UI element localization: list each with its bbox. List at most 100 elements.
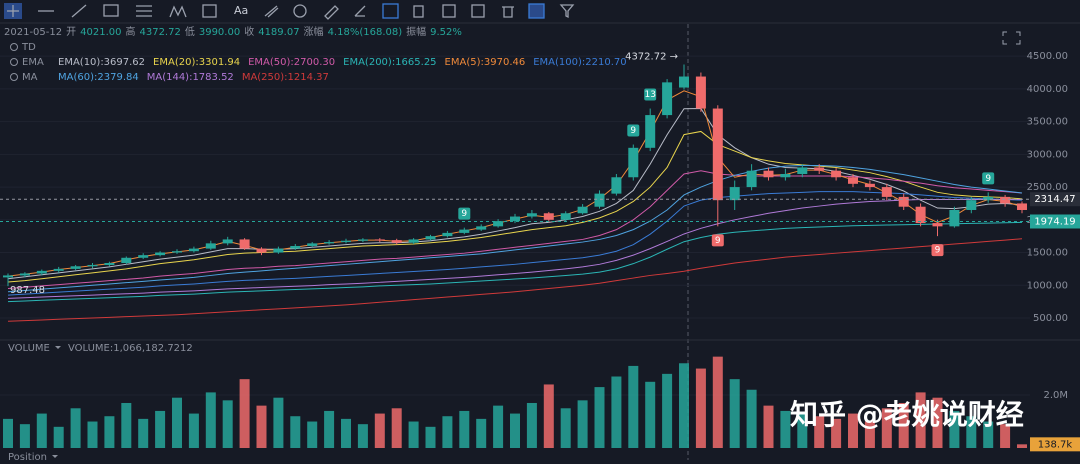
legend-entry: EMA(200):1665.25 [343, 57, 436, 68]
td-badge [458, 207, 471, 220]
y-tick-label: 4500.00 [1027, 51, 1068, 62]
ma-line [7, 130, 1023, 283]
candle-body [679, 76, 689, 88]
candle-body [273, 248, 284, 253]
volume-bar [932, 397, 943, 448]
text-tool[interactable]: Aa [234, 4, 248, 17]
candle-body [915, 206, 926, 224]
volume-bar [222, 400, 233, 448]
candle-body [662, 82, 673, 116]
volume-bar [341, 418, 351, 448]
candle-body [239, 239, 250, 249]
y-tick-label: 1500.00 [1027, 248, 1068, 259]
volume-bar [3, 418, 13, 448]
measure-tool[interactable] [202, 4, 217, 18]
delete-tool[interactable] [502, 6, 514, 18]
plot: 500.001000.001500.002000.002500.003000.0… [0, 51, 1080, 452]
wave-tool[interactable] [169, 5, 187, 18]
legend-entry: EMA(5):3970.46 [445, 57, 526, 68]
candle-body [425, 236, 436, 240]
candle-body [3, 275, 13, 278]
ohlc-value: 9.52% [430, 27, 462, 38]
candle-body [814, 167, 825, 171]
fib-tool[interactable] [136, 5, 152, 17]
candle-body [881, 187, 892, 197]
volume-bar [526, 402, 537, 448]
rect-tool[interactable] [103, 4, 119, 17]
icon [10, 73, 18, 81]
trend-tool[interactable] [71, 4, 87, 18]
ohlc-value: 4021.00 [80, 27, 121, 38]
ohlc-label: 开 [66, 27, 76, 38]
ruler-tool[interactable] [324, 5, 339, 20]
icon [10, 58, 18, 66]
volume-bar [848, 413, 858, 448]
candle-body [848, 177, 858, 184]
candle-body [442, 232, 453, 237]
td-label: 9 [630, 126, 636, 136]
ma-label: MA [22, 72, 38, 83]
ohlc-header: 2021-05-12 开 4021.00 高 4372.72 低 3990.00 收 4189.… [4, 25, 462, 38]
legend-entry: EMA(10):3697.62 [58, 57, 145, 68]
legend-entry: MA(250):1214.37 [242, 72, 329, 83]
td-badge [711, 234, 724, 247]
candle-body [391, 240, 402, 243]
candle-body [932, 223, 943, 227]
volume-bar [70, 408, 81, 448]
volume-bar [357, 424, 368, 448]
candle-body [121, 257, 132, 264]
filter-tool[interactable] [559, 4, 575, 19]
candle-body [712, 108, 723, 201]
icon [52, 455, 58, 458]
volume-bar [273, 397, 284, 448]
volume-bar [780, 410, 791, 448]
volume-bar [746, 389, 757, 448]
icon [55, 346, 61, 349]
volume-bar [493, 405, 504, 448]
price-tag-label: 1974.19 [1034, 216, 1075, 227]
candle-body [374, 239, 385, 241]
candle-body [949, 209, 960, 227]
brush-tool[interactable] [264, 5, 279, 18]
copy-tool[interactable] [413, 5, 424, 18]
candle-body [594, 193, 605, 207]
y-tick-label: 500.00 [1033, 313, 1068, 324]
volume-bar [459, 410, 470, 448]
ma-line [7, 191, 1023, 296]
layer-tool[interactable] [442, 4, 456, 18]
fullscreen-button[interactable] [1002, 31, 1021, 45]
high-annotation: 4372.72 → [625, 52, 678, 63]
watermark: 知乎 @老姚说财经 [790, 398, 1024, 431]
ma-line [7, 164, 1023, 293]
volume-bar [256, 405, 267, 448]
volume-bar [814, 416, 825, 448]
ma-line [7, 221, 1023, 303]
volume-bar [121, 402, 132, 448]
volume-bar [87, 421, 98, 448]
volume-bar [662, 373, 673, 448]
candle-body [138, 255, 149, 258]
td-label: 9 [985, 174, 991, 184]
volume-bar [408, 421, 419, 448]
volume-bar [628, 365, 639, 448]
ohlc-value: 3990.00 [199, 27, 240, 38]
candle-body [256, 248, 267, 253]
volume-bar [476, 418, 487, 448]
pen-tool[interactable] [354, 5, 366, 17]
toolbar [4, 3, 575, 20]
candle-body [695, 76, 706, 109]
ema-label: EMA [22, 57, 44, 68]
edit-tool[interactable] [471, 4, 485, 18]
volume-bar [188, 413, 199, 448]
magnet-tool[interactable] [293, 4, 307, 18]
candle-body [1017, 203, 1027, 210]
td-label: 9 [461, 209, 467, 219]
ma-line [7, 199, 1022, 299]
lock-tool[interactable] [382, 3, 399, 19]
price-tag [1030, 192, 1080, 207]
td-badge [627, 124, 640, 137]
ohlc-label: 收 [244, 25, 254, 38]
settings-tool[interactable] [528, 3, 545, 19]
ohlc-label: 2021-05-12 [4, 27, 62, 38]
